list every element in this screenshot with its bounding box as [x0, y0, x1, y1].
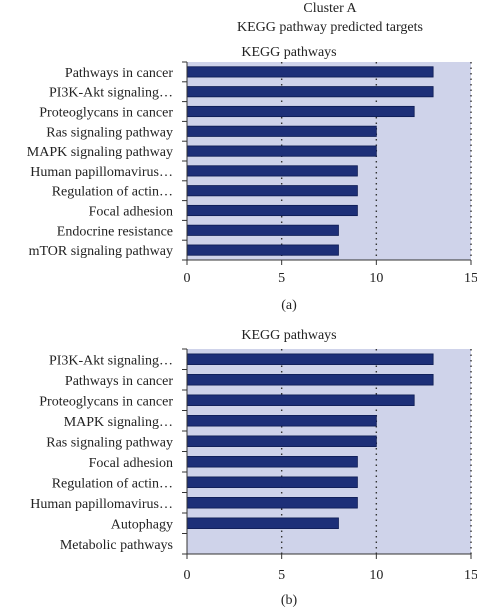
panel-b-category-label: Ras signaling pathway	[46, 435, 173, 450]
figure-title: KEGG pathway predicted targets	[237, 20, 423, 35]
panel-b-category-label: Metabolic pathways	[60, 538, 173, 553]
panel-b-bar	[186, 435, 377, 447]
panel-a-bar	[186, 66, 434, 78]
panel-b-x-tick-label: 5	[278, 568, 285, 583]
panel-a-bar	[186, 204, 358, 217]
panel-b-x-tick-label: 10	[369, 568, 383, 583]
panel-a-category-label: PI3K-Akt signaling…	[49, 86, 173, 101]
panel-b-bar	[186, 353, 434, 365]
panel-a-bar	[186, 224, 339, 236]
panel-a-bar	[186, 165, 358, 177]
panel-b-bar	[186, 415, 377, 427]
panel-b-bar	[186, 497, 358, 509]
panel-a-bar	[186, 105, 415, 118]
panel-a-chart: KEGG pathways Pathways in cancer PI3K-Akt …	[27, 45, 477, 313]
panel-a-category-label: Endocrine resistance	[57, 224, 173, 239]
panel-b-category-label: Proteoglycans in cancer	[39, 394, 173, 409]
panel-a-bar	[186, 86, 434, 98]
panel-a-category-label: Focal adhesion	[89, 205, 173, 220]
panel-b-category-label: PI3K-Akt signaling…	[49, 353, 173, 368]
panel-b-bar	[186, 517, 339, 529]
panel-a-title: KEGG pathways	[241, 45, 336, 60]
panel-a-x-tick-label: 10	[369, 271, 383, 286]
panel-b-title: KEGG pathways	[241, 328, 336, 343]
panel-a-x-tick-label: 5	[278, 271, 285, 286]
panel-b-chart: KEGG pathways PI3K-Akt signaling… Pathways…	[30, 328, 477, 607]
panel-a-x-tick-label: 15	[464, 271, 477, 286]
panel-b-bar	[186, 476, 358, 488]
panel-a-category-label: Pathways in cancer	[65, 66, 173, 81]
panel-a-bar	[186, 244, 339, 256]
panel-a-category-label: MAPK signaling pathway	[27, 145, 173, 160]
panel-b-category-label: Regulation of actin…	[52, 476, 173, 491]
panel-b-category-label: Autophagy	[111, 517, 173, 532]
panel-b-category-label: Pathways in cancer	[65, 374, 173, 389]
panel-b-bar	[186, 374, 434, 386]
panel-a-category-label: Human papillomavirus…	[30, 165, 173, 180]
panel-b-x-tick-label: 0	[184, 568, 191, 583]
cluster-title: Cluster A	[303, 1, 357, 16]
panel-a-category-label: mTOR signaling pathway	[29, 244, 173, 259]
panel-a-bar	[186, 145, 377, 157]
panel-a-category-label: Regulation of actin…	[52, 185, 173, 200]
panel-a-x-tick-label: 0	[184, 271, 191, 286]
panel-b-category-label: Focal adhesion	[89, 456, 173, 471]
panel-b-panel-label: (b)	[281, 593, 298, 607]
panel-a-panel-label: (a)	[281, 298, 297, 313]
panel-b-x-tick-label: 15	[464, 568, 477, 583]
panel-a-category-label: Proteoglycans in cancer	[39, 106, 173, 121]
panel-a-bar	[186, 185, 358, 197]
panel-b-bar	[186, 394, 415, 406]
panel-b-bar	[186, 456, 358, 468]
panel-b-category-label: Human papillomavirus…	[30, 497, 173, 512]
panel-a-category-label: Ras signaling pathway	[46, 125, 173, 140]
panel-a-bar	[186, 125, 377, 137]
panel-b-category-label: MAPK signaling…	[64, 415, 173, 430]
